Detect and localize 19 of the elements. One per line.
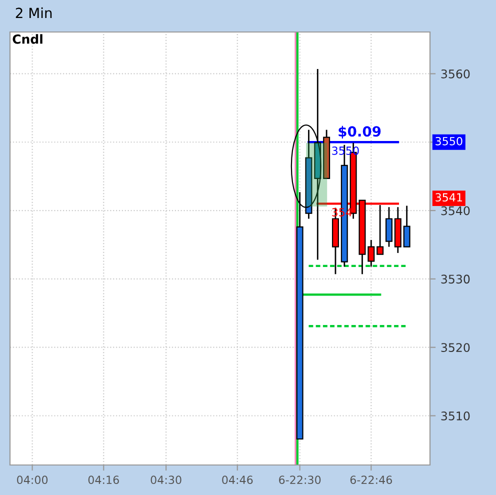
annotation: $0.09	[338, 126, 381, 139]
text: 3541	[436, 193, 462, 202]
y-tick-label: 3560	[441, 69, 470, 78]
x-tick-label: 6-22:46	[350, 476, 392, 484]
text: 3550	[436, 136, 462, 146]
x-tick-label: 04:00	[17, 476, 48, 484]
x-tick-label: 04:30	[150, 476, 182, 484]
candlestick	[385, 206, 392, 248]
x-tick-label: 04:46	[222, 476, 253, 484]
x-tick-label: 6-22:30	[279, 476, 321, 484]
y-tick-label: 3540	[441, 206, 470, 216]
chart-title: 2 Min	[16, 7, 52, 18]
candlestick	[403, 205, 410, 248]
x-tick-label: 04:16	[88, 476, 119, 484]
y-tick-label: 3530	[441, 274, 470, 284]
y-tick-label: 3510	[441, 411, 470, 420]
annotation: Cndl	[12, 34, 42, 44]
candlestick	[368, 239, 375, 268]
y-tick-label: 3520	[441, 343, 470, 352]
